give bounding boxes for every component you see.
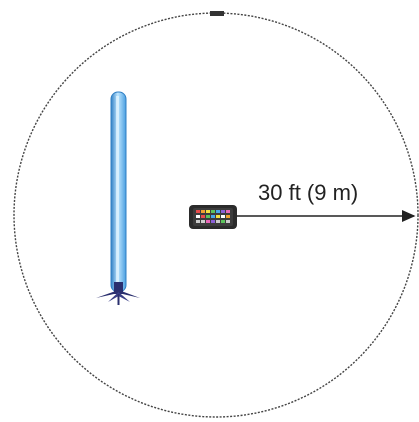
tube-stand [96, 282, 140, 305]
range-distance-label: 30 ft (9 m) [258, 180, 358, 205]
remote-control-icon [189, 205, 237, 229]
boundary-top-marker [210, 11, 224, 16]
range-boundary-circle [13, 12, 419, 418]
light-tube-icon [96, 91, 140, 305]
